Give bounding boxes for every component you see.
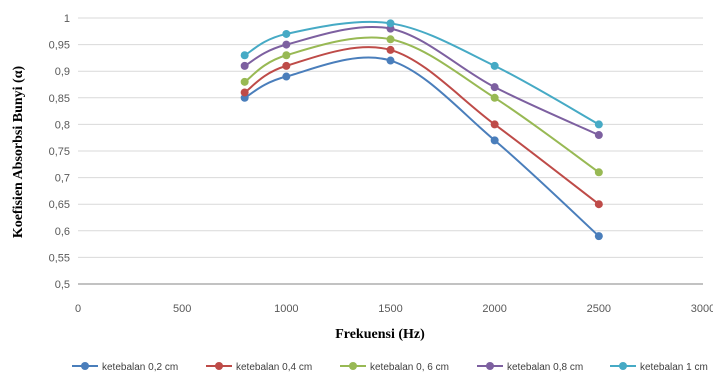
x-tick-label: 500 — [173, 303, 191, 315]
legend-label: ketebalan 1 cm — [640, 362, 708, 373]
legend-item: ketebalan 1 cm — [610, 362, 708, 373]
y-tick-label: 0,7 — [55, 173, 70, 185]
y-tick-label: 0,65 — [49, 199, 70, 211]
data-point — [594, 168, 603, 177]
legend-item: ketebalan 0, 6 cm — [340, 362, 449, 373]
legend-marker — [349, 362, 357, 370]
y-tick-label: 0,8 — [55, 119, 70, 131]
x-tick-label: 2500 — [587, 303, 611, 315]
legend-marker — [215, 362, 223, 370]
series-line — [244, 36, 600, 174]
x-tick-label: 0 — [75, 303, 81, 315]
x-axis-title: Frekuensi (Hz) — [335, 327, 425, 342]
series-line — [244, 46, 600, 205]
y-axis-ticks: 0,5 0,55 0,6 0,65 0,7 0,75 0,8 0,85 0,9 0,95 1 — [49, 13, 70, 291]
data-point — [240, 61, 249, 70]
data-point — [490, 136, 499, 145]
data-point — [594, 131, 603, 140]
data-point — [282, 72, 291, 81]
gridlines — [78, 17, 703, 285]
series-line — [244, 25, 600, 136]
series-4 — [240, 24, 603, 140]
data-point — [282, 29, 291, 38]
y-tick-label: 0,9 — [55, 66, 70, 78]
y-axis-title: Koefisien Absorbsi Bunyi (α) — [11, 65, 26, 238]
x-tick-label: 3000 — [691, 303, 713, 315]
legend-label: ketebalan 0,8 cm — [507, 362, 583, 373]
data-point — [386, 56, 395, 65]
data-point — [490, 120, 499, 129]
data-point — [594, 120, 603, 129]
data-point — [240, 88, 249, 97]
legend-marker — [619, 362, 627, 370]
data-point — [490, 83, 499, 92]
series-3 — [240, 35, 603, 177]
data-point — [282, 40, 291, 49]
legend: ketebalan 0,2 cm ketebalan 0,4 cm ketebala… — [72, 362, 708, 373]
legend-label: ketebalan 0, 6 cm — [370, 362, 449, 373]
legend-item: ketebalan 0,2 cm — [72, 362, 178, 373]
y-tick-label: 1 — [64, 13, 70, 25]
series-layer — [240, 19, 603, 241]
y-tick-label: 0,75 — [49, 146, 70, 158]
series-line — [244, 56, 600, 237]
y-tick-label: 0,55 — [49, 252, 70, 264]
series-5 — [240, 19, 603, 129]
x-axis-ticks: 0 500 1000 1500 2000 2500 3000 — [75, 303, 713, 315]
data-point — [240, 77, 249, 86]
x-tick-label: 2000 — [482, 303, 506, 315]
data-point — [282, 51, 291, 60]
data-point — [490, 61, 499, 70]
y-tick-label: 0,85 — [49, 93, 70, 105]
data-point — [386, 35, 395, 44]
series-1 — [240, 56, 603, 241]
series-line — [244, 20, 600, 126]
legend-label: ketebalan 0,2 cm — [102, 362, 178, 373]
y-tick-label: 0,95 — [49, 40, 70, 52]
data-point — [490, 93, 499, 102]
y-tick-label: 0,5 — [55, 279, 70, 291]
data-point — [240, 51, 249, 60]
data-point — [282, 61, 291, 70]
x-tick-label: 1500 — [378, 303, 402, 315]
legend-label: ketebalan 0,4 cm — [236, 362, 312, 373]
data-point — [386, 45, 395, 54]
data-point — [594, 200, 603, 209]
x-tick-label: 1000 — [274, 303, 298, 315]
legend-marker — [81, 362, 89, 370]
series-2 — [240, 45, 603, 209]
data-point — [594, 232, 603, 241]
legend-marker — [486, 362, 494, 370]
y-tick-label: 0,6 — [55, 226, 70, 238]
legend-item: ketebalan 0,8 cm — [477, 362, 583, 373]
data-point — [386, 19, 395, 28]
legend-item: ketebalan 0,4 cm — [206, 362, 312, 373]
